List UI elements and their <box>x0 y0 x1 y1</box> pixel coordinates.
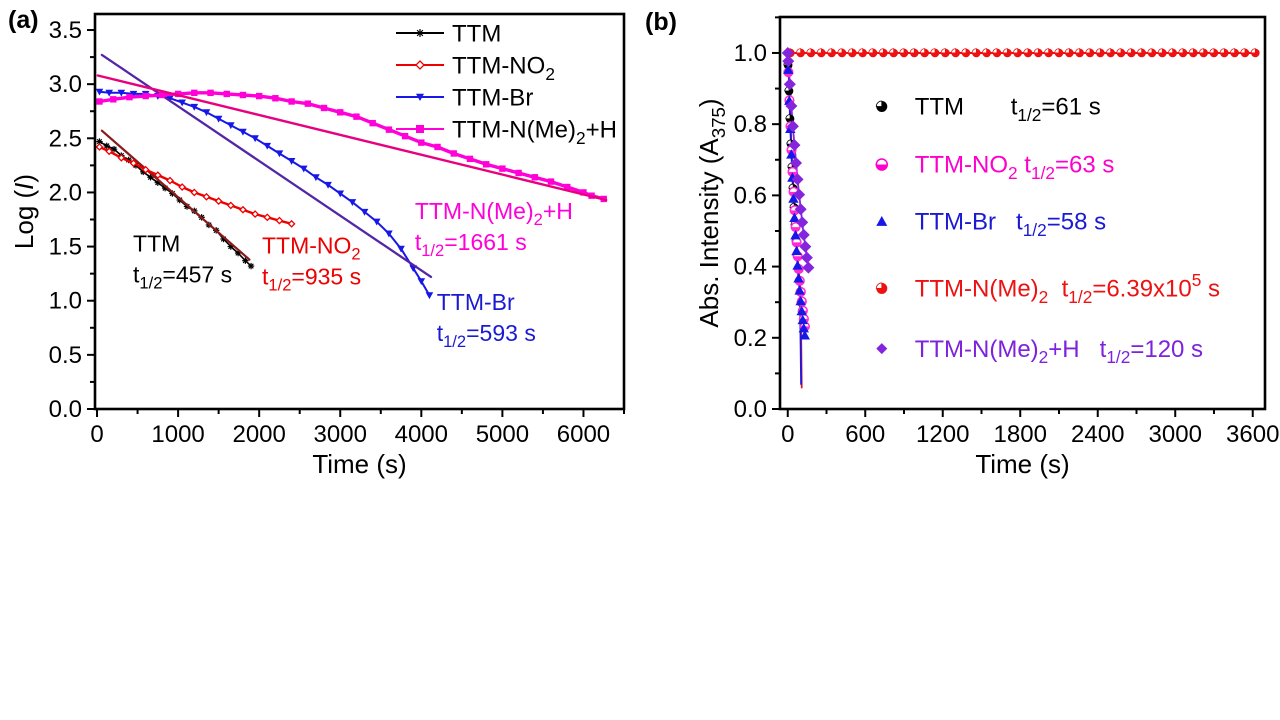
svg-text:1.0: 1.0 <box>734 40 767 67</box>
svg-text:TTM: TTM <box>452 20 501 47</box>
svg-text:2000: 2000 <box>232 421 285 448</box>
dual-decay-chart: 0 1000 2000 3000 4000 5000 60000.00.51.01.52.0… <box>9 12 1279 479</box>
svg-text:5000: 5000 <box>476 421 529 448</box>
svg-text:1000: 1000 <box>151 421 204 448</box>
svg-text:4000: 4000 <box>395 421 448 448</box>
svg-text:TTM-N(Me)2+H: TTM-N(Me)2+H <box>415 198 573 229</box>
svg-text:TTM-NO2 t1/2=63 s: TTM-NO2 t1/2=63 s <box>915 152 1115 183</box>
svg-text:Log (I): Log (I) <box>9 174 39 249</box>
svg-text:t1/2=935 s: t1/2=935 s <box>262 264 361 295</box>
svg-text:t1/2=1661 s: t1/2=1661 s <box>415 229 527 260</box>
svg-text:2.0: 2.0 <box>49 179 82 206</box>
svg-text:1800: 1800 <box>994 421 1047 448</box>
svg-text:TTM-N(Me)2 t1/2=6.39x105 s: TTM-N(Me)2 t1/2=6.39x105 s <box>915 270 1220 307</box>
svg-text:TTM t1/2=61 s: TTM t1/2=61 s <box>915 94 1101 125</box>
svg-text:TTM-N(Me)2+H: TTM-N(Me)2+H <box>452 116 617 147</box>
svg-text:0: 0 <box>781 421 794 448</box>
svg-text:TTM-NO2: TTM-NO2 <box>262 233 361 264</box>
chart-a: 0 1000 2000 3000 4000 5000 6000 0.0 0.5 1.0 1.5 2.0… <box>9 12 626 479</box>
svg-text:0: 0 <box>90 421 103 448</box>
svg-text:TTM-NO2: TTM-NO2 <box>452 52 555 83</box>
panel-label-a: (a) <box>8 6 39 34</box>
chart-b: 0 600 1200 1800 2400 3000 3600 0.0 0.2 0.4 0.6 0.8 1… <box>694 15 1279 479</box>
svg-text:TTM-Br: TTM-Br <box>437 289 515 315</box>
svg-text:0.0: 0.0 <box>734 396 767 423</box>
svg-text:0.6: 0.6 <box>734 182 767 209</box>
svg-text:1.0: 1.0 <box>49 288 82 315</box>
svg-text:2400: 2400 <box>1071 421 1124 448</box>
svg-text:0.2: 0.2 <box>734 325 767 352</box>
svg-text:TTM-N(Me)2+H t1/2=120 s: TTM-N(Me)2+H t1/2=120 s <box>915 336 1203 367</box>
svg-text:TTM-Br t1/2=58 s: TTM-Br t1/2=58 s <box>915 209 1106 240</box>
svg-text:0.8: 0.8 <box>734 111 767 138</box>
svg-text:1.5: 1.5 <box>49 234 82 261</box>
svg-text:Abs. Intensity (A375): Abs. Intensity (A375) <box>694 98 729 327</box>
svg-text:TTM-Br: TTM-Br <box>452 84 533 111</box>
svg-text:t1/2=593 s: t1/2=593 s <box>437 320 536 351</box>
svg-text:Time (s): Time (s) <box>975 449 1069 479</box>
svg-text:0.4: 0.4 <box>734 254 767 281</box>
svg-text:3.5: 3.5 <box>49 17 82 44</box>
svg-text:6000: 6000 <box>557 421 610 448</box>
panel-label-b: (b) <box>645 8 677 36</box>
svg-text:3600: 3600 <box>1226 421 1279 448</box>
svg-text:Time (s): Time (s) <box>312 449 406 479</box>
svg-text:3.0: 3.0 <box>49 71 82 98</box>
svg-text:2.5: 2.5 <box>49 125 82 152</box>
svg-text:600: 600 <box>845 421 885 448</box>
svg-text:1200: 1200 <box>916 421 969 448</box>
svg-text:TTM: TTM <box>133 230 180 256</box>
svg-text:0.5: 0.5 <box>49 342 82 369</box>
svg-text:t1/2=457 s: t1/2=457 s <box>133 261 232 292</box>
svg-text:3000: 3000 <box>314 421 367 448</box>
svg-text:0.0: 0.0 <box>49 396 82 423</box>
svg-text:3000: 3000 <box>1149 421 1202 448</box>
